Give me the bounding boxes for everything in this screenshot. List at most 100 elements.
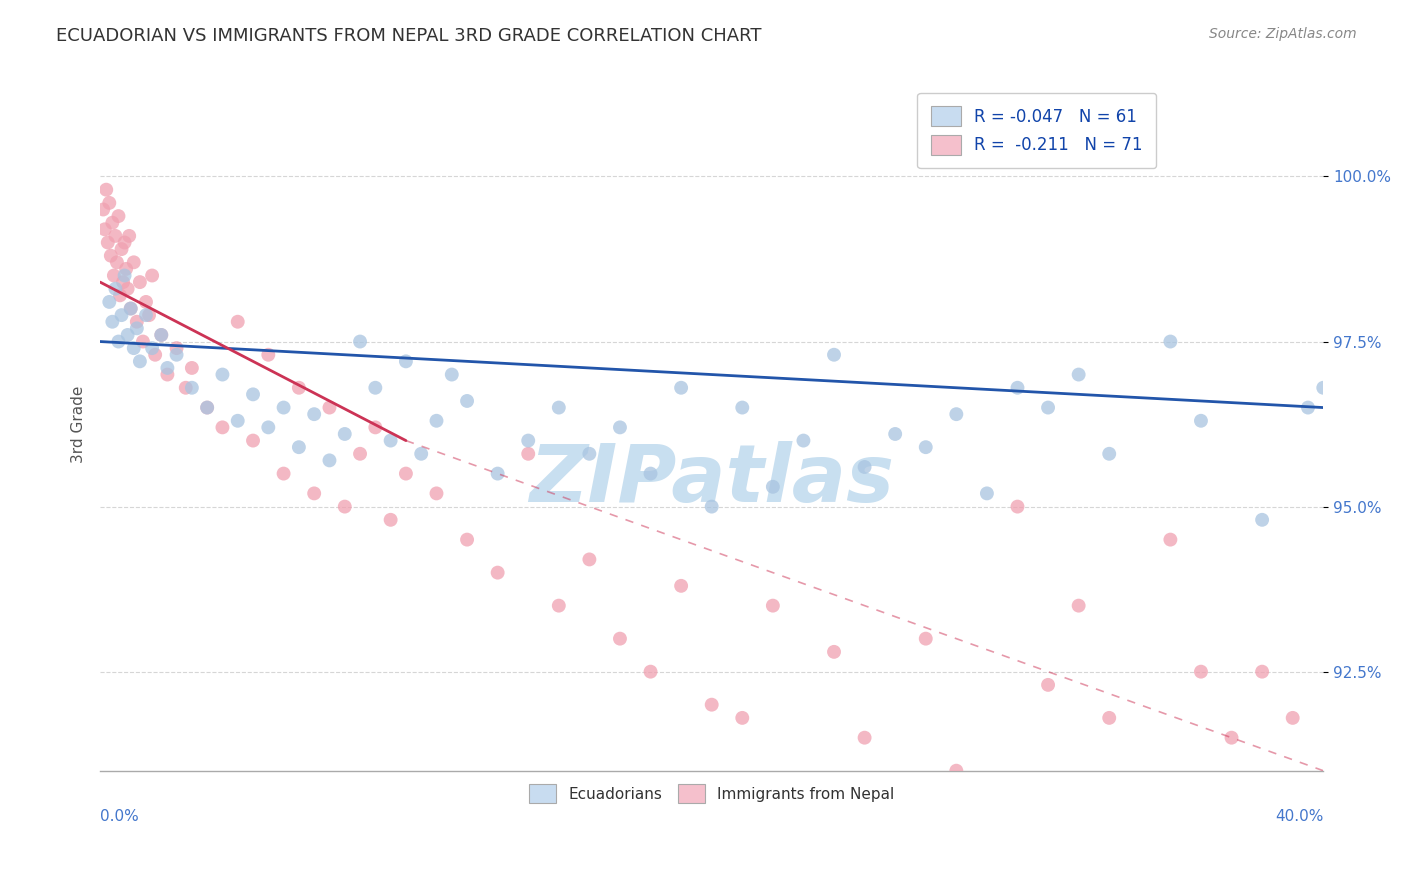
Point — [1189, 414, 1212, 428]
Point — [945, 764, 967, 778]
Point — [135, 308, 157, 322]
Point — [135, 294, 157, 309]
Point — [333, 500, 356, 514]
Point — [578, 552, 600, 566]
Point — [242, 434, 264, 448]
Point — [128, 275, 150, 289]
Legend: Ecuadorians, Immigrants from Nepal: Ecuadorians, Immigrants from Nepal — [516, 772, 907, 815]
Point — [98, 294, 121, 309]
Point — [91, 202, 114, 217]
Point — [125, 321, 148, 335]
Point — [547, 401, 569, 415]
Text: 40.0%: 40.0% — [1275, 809, 1323, 824]
Point — [128, 354, 150, 368]
Point — [823, 645, 845, 659]
Point — [1007, 381, 1029, 395]
Point — [273, 401, 295, 415]
Point — [440, 368, 463, 382]
Point — [125, 315, 148, 329]
Point — [103, 268, 125, 283]
Point — [547, 599, 569, 613]
Point — [517, 447, 540, 461]
Point — [411, 447, 433, 461]
Point — [669, 579, 692, 593]
Point — [105, 255, 128, 269]
Point — [226, 414, 249, 428]
Point — [156, 361, 179, 376]
Point — [107, 209, 129, 223]
Point — [117, 282, 139, 296]
Point — [669, 381, 692, 395]
Point — [914, 632, 936, 646]
Point — [226, 315, 249, 329]
Point — [107, 334, 129, 349]
Point — [395, 467, 418, 481]
Point — [257, 348, 280, 362]
Point — [195, 401, 218, 415]
Point — [333, 427, 356, 442]
Point — [100, 249, 122, 263]
Text: 0.0%: 0.0% — [100, 809, 139, 824]
Point — [976, 486, 998, 500]
Point — [118, 228, 141, 243]
Point — [1159, 334, 1181, 349]
Point — [578, 447, 600, 461]
Point — [349, 334, 371, 349]
Point — [792, 434, 814, 448]
Point — [731, 401, 754, 415]
Point — [156, 368, 179, 382]
Point — [1098, 711, 1121, 725]
Y-axis label: 3rd Grade: 3rd Grade — [72, 385, 86, 463]
Point — [486, 467, 509, 481]
Point — [380, 513, 402, 527]
Point — [823, 348, 845, 362]
Point — [884, 427, 907, 442]
Text: ZIPatlas: ZIPatlas — [529, 441, 894, 518]
Point — [1251, 665, 1274, 679]
Point — [288, 440, 311, 454]
Point — [609, 420, 631, 434]
Point — [96, 183, 118, 197]
Point — [914, 440, 936, 454]
Point — [640, 467, 662, 481]
Point — [141, 341, 163, 355]
Point — [640, 665, 662, 679]
Point — [425, 414, 447, 428]
Point — [762, 480, 785, 494]
Point — [114, 235, 136, 250]
Point — [112, 275, 135, 289]
Point — [1159, 533, 1181, 547]
Point — [853, 460, 876, 475]
Point — [302, 407, 325, 421]
Point — [700, 500, 723, 514]
Point — [380, 434, 402, 448]
Point — [104, 228, 127, 243]
Point — [174, 381, 197, 395]
Point — [114, 268, 136, 283]
Point — [1067, 599, 1090, 613]
Point — [1220, 731, 1243, 745]
Point — [1007, 500, 1029, 514]
Point — [98, 195, 121, 210]
Point — [120, 301, 142, 316]
Point — [853, 731, 876, 745]
Point — [395, 354, 418, 368]
Point — [700, 698, 723, 712]
Point — [762, 599, 785, 613]
Point — [211, 420, 233, 434]
Point — [108, 288, 131, 302]
Point — [180, 381, 202, 395]
Point — [318, 401, 340, 415]
Point — [318, 453, 340, 467]
Point — [195, 401, 218, 415]
Point — [132, 334, 155, 349]
Point — [364, 381, 387, 395]
Point — [302, 486, 325, 500]
Point — [425, 486, 447, 500]
Point — [1312, 381, 1334, 395]
Point — [122, 341, 145, 355]
Point — [242, 387, 264, 401]
Point — [138, 308, 160, 322]
Point — [1098, 447, 1121, 461]
Point — [97, 235, 120, 250]
